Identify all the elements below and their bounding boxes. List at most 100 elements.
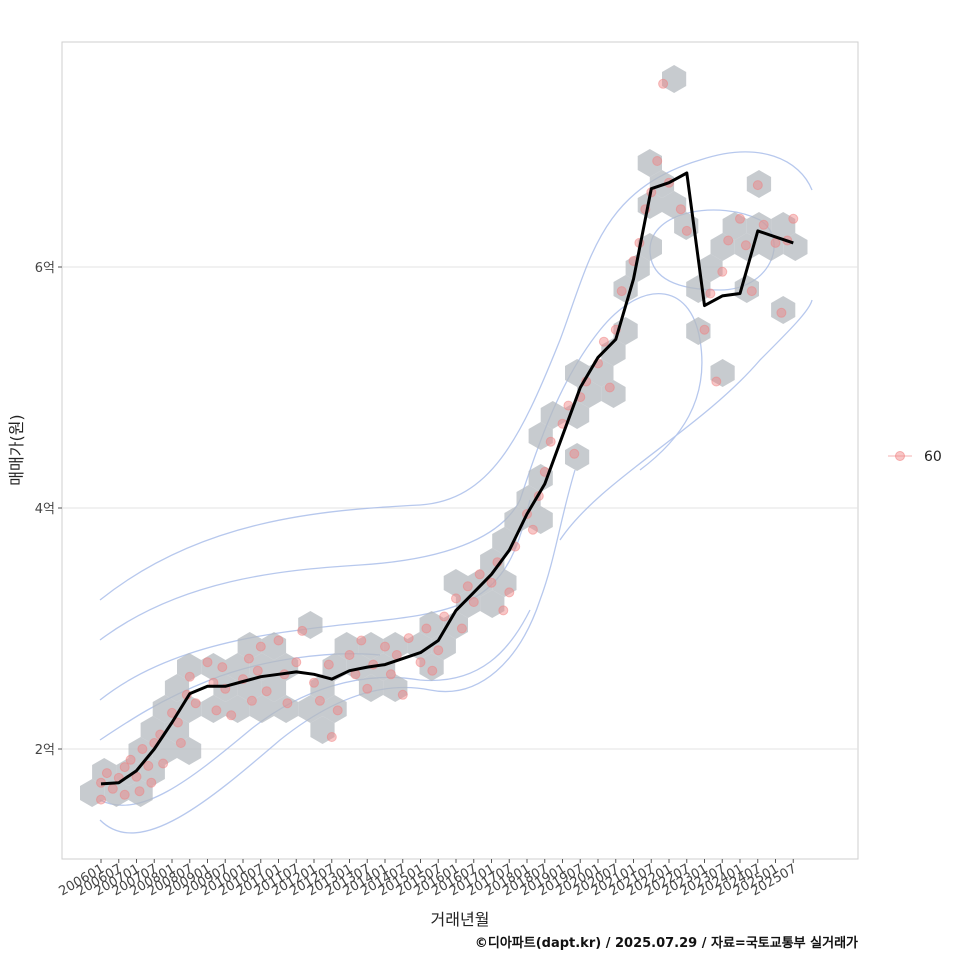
data-point	[243, 653, 254, 664]
caption: ©디아파트(dapt.kr) / 2025.07.29 / 자료=국토교통부 실…	[475, 935, 858, 951]
hexbin	[298, 611, 323, 639]
data-point	[474, 569, 485, 580]
data-point	[273, 635, 284, 646]
data-point	[699, 324, 710, 335]
data-point	[202, 657, 213, 668]
hexbin	[443, 569, 468, 597]
legend: 60	[888, 449, 942, 465]
hexbin	[637, 149, 662, 177]
hexbin	[698, 254, 723, 282]
hexbin	[443, 611, 468, 639]
hexbin	[540, 401, 565, 429]
hexbin	[152, 695, 177, 723]
hexbin	[164, 674, 190, 702]
data-point	[211, 705, 222, 716]
data-point	[261, 686, 272, 697]
hexbin	[177, 653, 202, 681]
data-point	[143, 760, 154, 771]
hexbin	[358, 632, 384, 660]
hexbin	[686, 317, 711, 345]
data-point	[711, 376, 722, 387]
density-contour	[559, 299, 813, 541]
data-point	[788, 213, 799, 224]
data-point	[468, 597, 479, 607]
data-point	[675, 204, 686, 215]
hexbin	[249, 653, 274, 681]
hexbin	[516, 485, 541, 513]
hexbin	[225, 695, 250, 723]
hexbin	[298, 695, 323, 723]
data-point	[297, 625, 308, 636]
hexbin	[225, 653, 250, 681]
hexbin	[528, 506, 553, 534]
data-point	[433, 645, 444, 656]
data-point	[119, 762, 130, 773]
plot-panel	[61, 41, 859, 860]
hexbin	[128, 779, 153, 807]
data-point	[291, 657, 302, 668]
trend-line	[100, 171, 794, 786]
hexbin	[419, 611, 444, 639]
hexbin	[310, 674, 335, 702]
hexbin	[177, 737, 202, 765]
hexbin	[419, 653, 444, 681]
data-point	[403, 633, 414, 644]
data-point	[758, 219, 769, 230]
data-point	[723, 235, 734, 246]
data-point	[462, 581, 473, 592]
hexbin	[722, 212, 747, 240]
hexbin	[383, 674, 408, 702]
x-axis-ticks: 2006012006072007012007072008012008072009…	[57, 859, 799, 899]
data-point	[101, 768, 112, 779]
y-axis-title: 매매가(원)	[7, 414, 26, 485]
data-point	[746, 286, 757, 297]
data-point	[356, 635, 367, 646]
hexbin	[237, 632, 262, 660]
legend-point-swatch	[895, 451, 905, 461]
data-point	[598, 336, 609, 347]
data-point	[652, 156, 663, 166]
hexbin	[662, 65, 687, 93]
data-point	[427, 665, 438, 676]
data-point	[527, 524, 538, 535]
data-point	[498, 605, 509, 616]
data-point	[385, 669, 396, 680]
hexbin	[261, 632, 287, 660]
data-point	[184, 671, 195, 682]
data-point	[681, 225, 692, 236]
data-point	[735, 213, 745, 224]
hexbin	[104, 779, 129, 807]
density-contour	[99, 499, 531, 701]
data-point	[344, 650, 355, 660]
data-point	[545, 436, 556, 447]
hexbin	[249, 695, 274, 723]
hexbin	[492, 569, 517, 597]
data-point	[107, 783, 118, 794]
hexbin-layer	[80, 65, 808, 807]
data-point	[752, 180, 763, 191]
data-point	[380, 641, 390, 652]
data-point	[456, 623, 467, 634]
hexbin	[734, 275, 759, 303]
hexbin	[334, 632, 359, 660]
data-point	[125, 754, 136, 765]
hexbin	[637, 233, 662, 261]
data-point	[217, 662, 228, 673]
data-point	[362, 683, 373, 694]
hexbin	[528, 464, 553, 492]
hexbin	[771, 296, 796, 324]
hexbin	[625, 254, 650, 282]
hexbin	[213, 674, 238, 702]
data-point	[616, 286, 627, 297]
data-point	[96, 794, 106, 805]
data-point	[309, 677, 319, 688]
data-point	[146, 777, 157, 788]
data-point	[604, 382, 615, 393]
data-point	[569, 448, 580, 459]
data-point	[717, 266, 728, 277]
data-point	[776, 307, 787, 318]
data-point	[137, 744, 148, 754]
hexbin	[710, 233, 735, 261]
hexbin	[455, 590, 481, 618]
hexbin	[310, 716, 335, 744]
